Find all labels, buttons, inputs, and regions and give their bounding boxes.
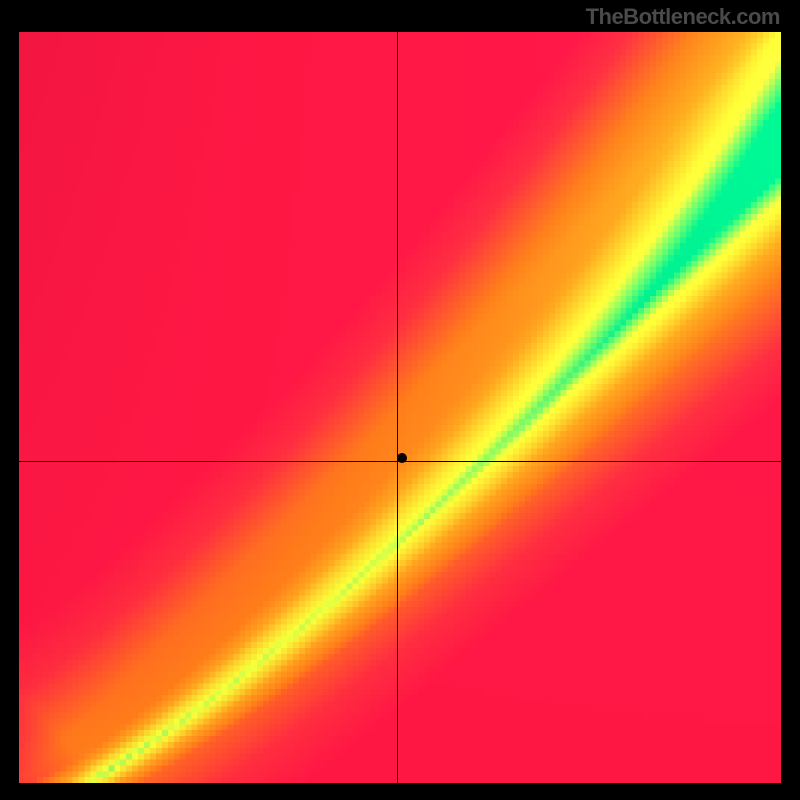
watermark-text: TheBottleneck.com bbox=[586, 4, 780, 30]
heatmap-canvas bbox=[19, 32, 781, 783]
heatmap-plot-area bbox=[19, 32, 781, 783]
chart-container: TheBottleneck.com bbox=[0, 0, 800, 800]
crosshair-vertical bbox=[397, 32, 398, 783]
